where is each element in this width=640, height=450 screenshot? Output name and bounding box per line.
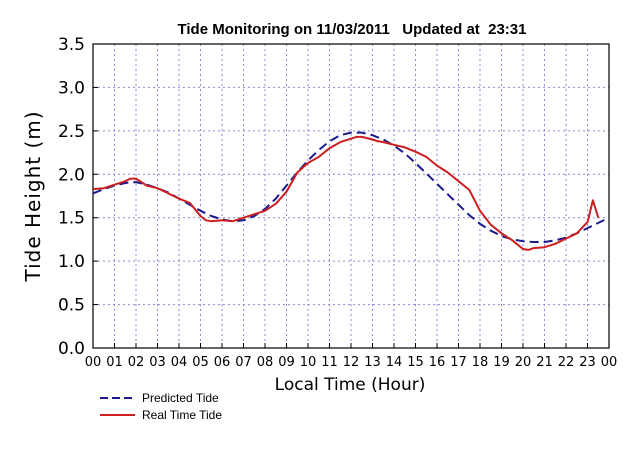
y-tick-label: 1.5 (58, 209, 85, 229)
grid-lines (93, 44, 609, 348)
y-tick-label: 0.5 (58, 296, 85, 316)
x-tick-label: 20 (515, 355, 532, 370)
legend-label: Predicted Tide (142, 391, 219, 405)
x-tick-label: 05 (192, 355, 209, 370)
x-tick-label: 14 (386, 355, 403, 370)
y-tick-label: 1.0 (58, 252, 85, 272)
x-tick-label: 17 (450, 355, 467, 370)
x-tick-label: 08 (257, 355, 274, 370)
x-tick-label: 07 (235, 355, 252, 370)
y-axis-label: Tide Height (m) (21, 110, 45, 282)
y-tick-label: 3.0 (58, 78, 85, 98)
x-tick-label: 00 (85, 355, 102, 370)
legend-label: Real Time Tide (142, 408, 222, 422)
x-tick-label: 21 (536, 355, 553, 370)
x-axis-label: Local Time (Hour) (275, 375, 426, 395)
chart-title: Tide Monitoring on 11/03/2011 Updated at… (178, 21, 527, 38)
x-tick-label: 11 (321, 355, 338, 370)
x-tick-label: 23 (579, 355, 596, 370)
x-tick-label: 16 (429, 355, 446, 370)
x-tick-label: 19 (493, 355, 510, 370)
x-tick-label: 02 (128, 355, 145, 370)
x-tick-label: 06 (214, 355, 231, 370)
x-tick-label: 00 (601, 355, 618, 370)
x-tick-label: 09 (278, 355, 295, 370)
x-tick-label: 15 (407, 355, 424, 370)
series-line-real-time-tide (92, 135, 600, 251)
x-tick-label: 10 (300, 355, 317, 370)
x-tick-label: 12 (343, 355, 360, 370)
legend: Predicted Tide Real Time Tide (100, 391, 222, 422)
y-tick-label: 3.5 (58, 35, 85, 55)
x-tick-label: 18 (472, 355, 489, 370)
x-tick-label: 04 (171, 355, 188, 370)
y-tick-label: 0.0 (58, 339, 85, 359)
x-tick-label: 01 (106, 355, 123, 370)
data-series (92, 131, 610, 251)
y-tick-label: 2.0 (58, 165, 85, 185)
x-tick-label: 22 (558, 355, 575, 370)
y-tick-label: 2.5 (58, 122, 85, 142)
x-tick-label: 13 (364, 355, 381, 370)
x-tick-label: 03 (149, 355, 166, 370)
y-axis: 0.0 0.5 1.0 1.5 2.0 2.5 3.0 3.5 (58, 35, 98, 359)
x-axis: 00 01 02 03 04 05 06 07 08 09 10 11 12 13 14 15 16 17 18 19… (85, 343, 618, 370)
